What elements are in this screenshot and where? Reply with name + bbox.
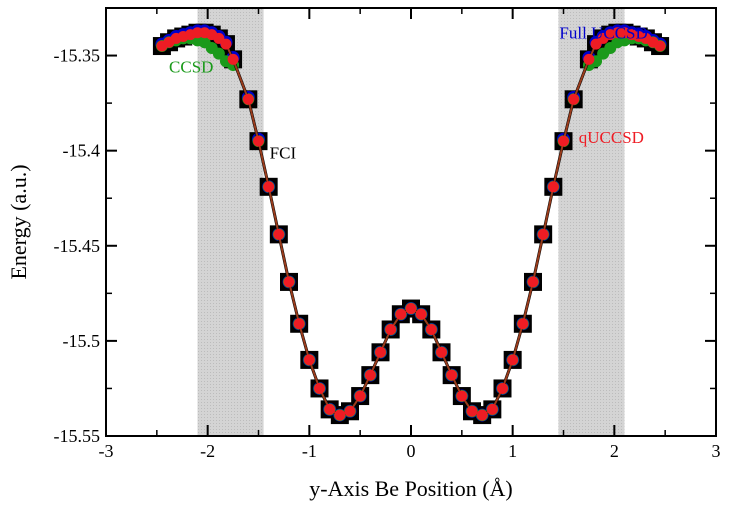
point-quccsd (466, 405, 478, 417)
annotation-ccsd: CCSD (169, 58, 213, 77)
x-tick-label: -2 (200, 441, 215, 461)
point-quccsd (293, 318, 305, 330)
shaded-regions (197, 8, 625, 436)
point-quccsd (324, 403, 336, 415)
point-quccsd (527, 276, 539, 288)
point-quccsd (436, 346, 447, 358)
y-tick-label: -15.35 (54, 46, 101, 66)
point-quccsd (334, 409, 346, 421)
x-tick-label: 3 (712, 441, 721, 461)
point-quccsd (486, 403, 498, 415)
point-quccsd (547, 181, 559, 193)
x-tick-label: -1 (302, 441, 317, 461)
point-quccsd (385, 323, 397, 335)
y-tick-label: -15.45 (54, 236, 101, 256)
point-quccsd (283, 276, 295, 288)
series-quccsd (156, 27, 666, 421)
point-quccsd (415, 308, 427, 320)
point-quccsd (253, 135, 264, 147)
point-quccsd (344, 405, 356, 417)
point-quccsd (425, 323, 437, 335)
point-quccsd (654, 40, 666, 52)
y-axis-title: Energy (a.u.) (6, 164, 31, 279)
point-quccsd (476, 409, 488, 421)
point-quccsd (568, 93, 580, 105)
point-quccsd (446, 369, 458, 381)
annotation-full-uccsd: Full UCCSD (559, 23, 647, 42)
point-quccsd (395, 308, 407, 320)
shaded-region-2 (558, 8, 625, 436)
annotation-fci: FCI (270, 143, 297, 162)
axis-ticks: -3 -2 -1 0 1 2 3 -15.55 -15.5 -15.45 -15.4 -15.35 (54, 8, 721, 461)
x-tick-label: -3 (99, 441, 114, 461)
point-quccsd (314, 382, 325, 394)
point-quccsd (273, 228, 285, 240)
y-tick-label: -15.4 (63, 141, 101, 161)
point-quccsd (364, 369, 376, 381)
annotation-quccsd: qUCCSD (579, 128, 644, 147)
point-ccsd (212, 47, 225, 60)
point-quccsd (263, 181, 275, 193)
point-quccsd (354, 390, 366, 402)
point-quccsd (517, 318, 529, 330)
plot-area (152, 23, 670, 425)
x-tick-label: 0 (407, 441, 416, 461)
point-quccsd (558, 135, 569, 147)
x-tick-label: 1 (508, 441, 517, 461)
point-quccsd (507, 354, 519, 366)
x-tick-label: 2 (610, 441, 619, 461)
point-quccsd (220, 38, 232, 50)
point-quccsd (227, 53, 239, 65)
point-quccsd (583, 53, 595, 65)
y-tick-label: -15.5 (63, 331, 101, 351)
y-tick-label: -15.55 (54, 426, 101, 446)
point-quccsd (375, 346, 386, 358)
shaded-region-1 (197, 8, 264, 436)
x-axis-title: y-Axis Be Position (Å) (309, 476, 513, 501)
point-quccsd (405, 303, 417, 315)
point-quccsd (456, 390, 468, 402)
point-quccsd (497, 382, 508, 394)
point-quccsd (537, 228, 549, 240)
point-quccsd (303, 354, 315, 366)
annotations: Full UCCSD CCSD FCI qUCCSD (169, 23, 648, 162)
point-quccsd (242, 93, 254, 105)
